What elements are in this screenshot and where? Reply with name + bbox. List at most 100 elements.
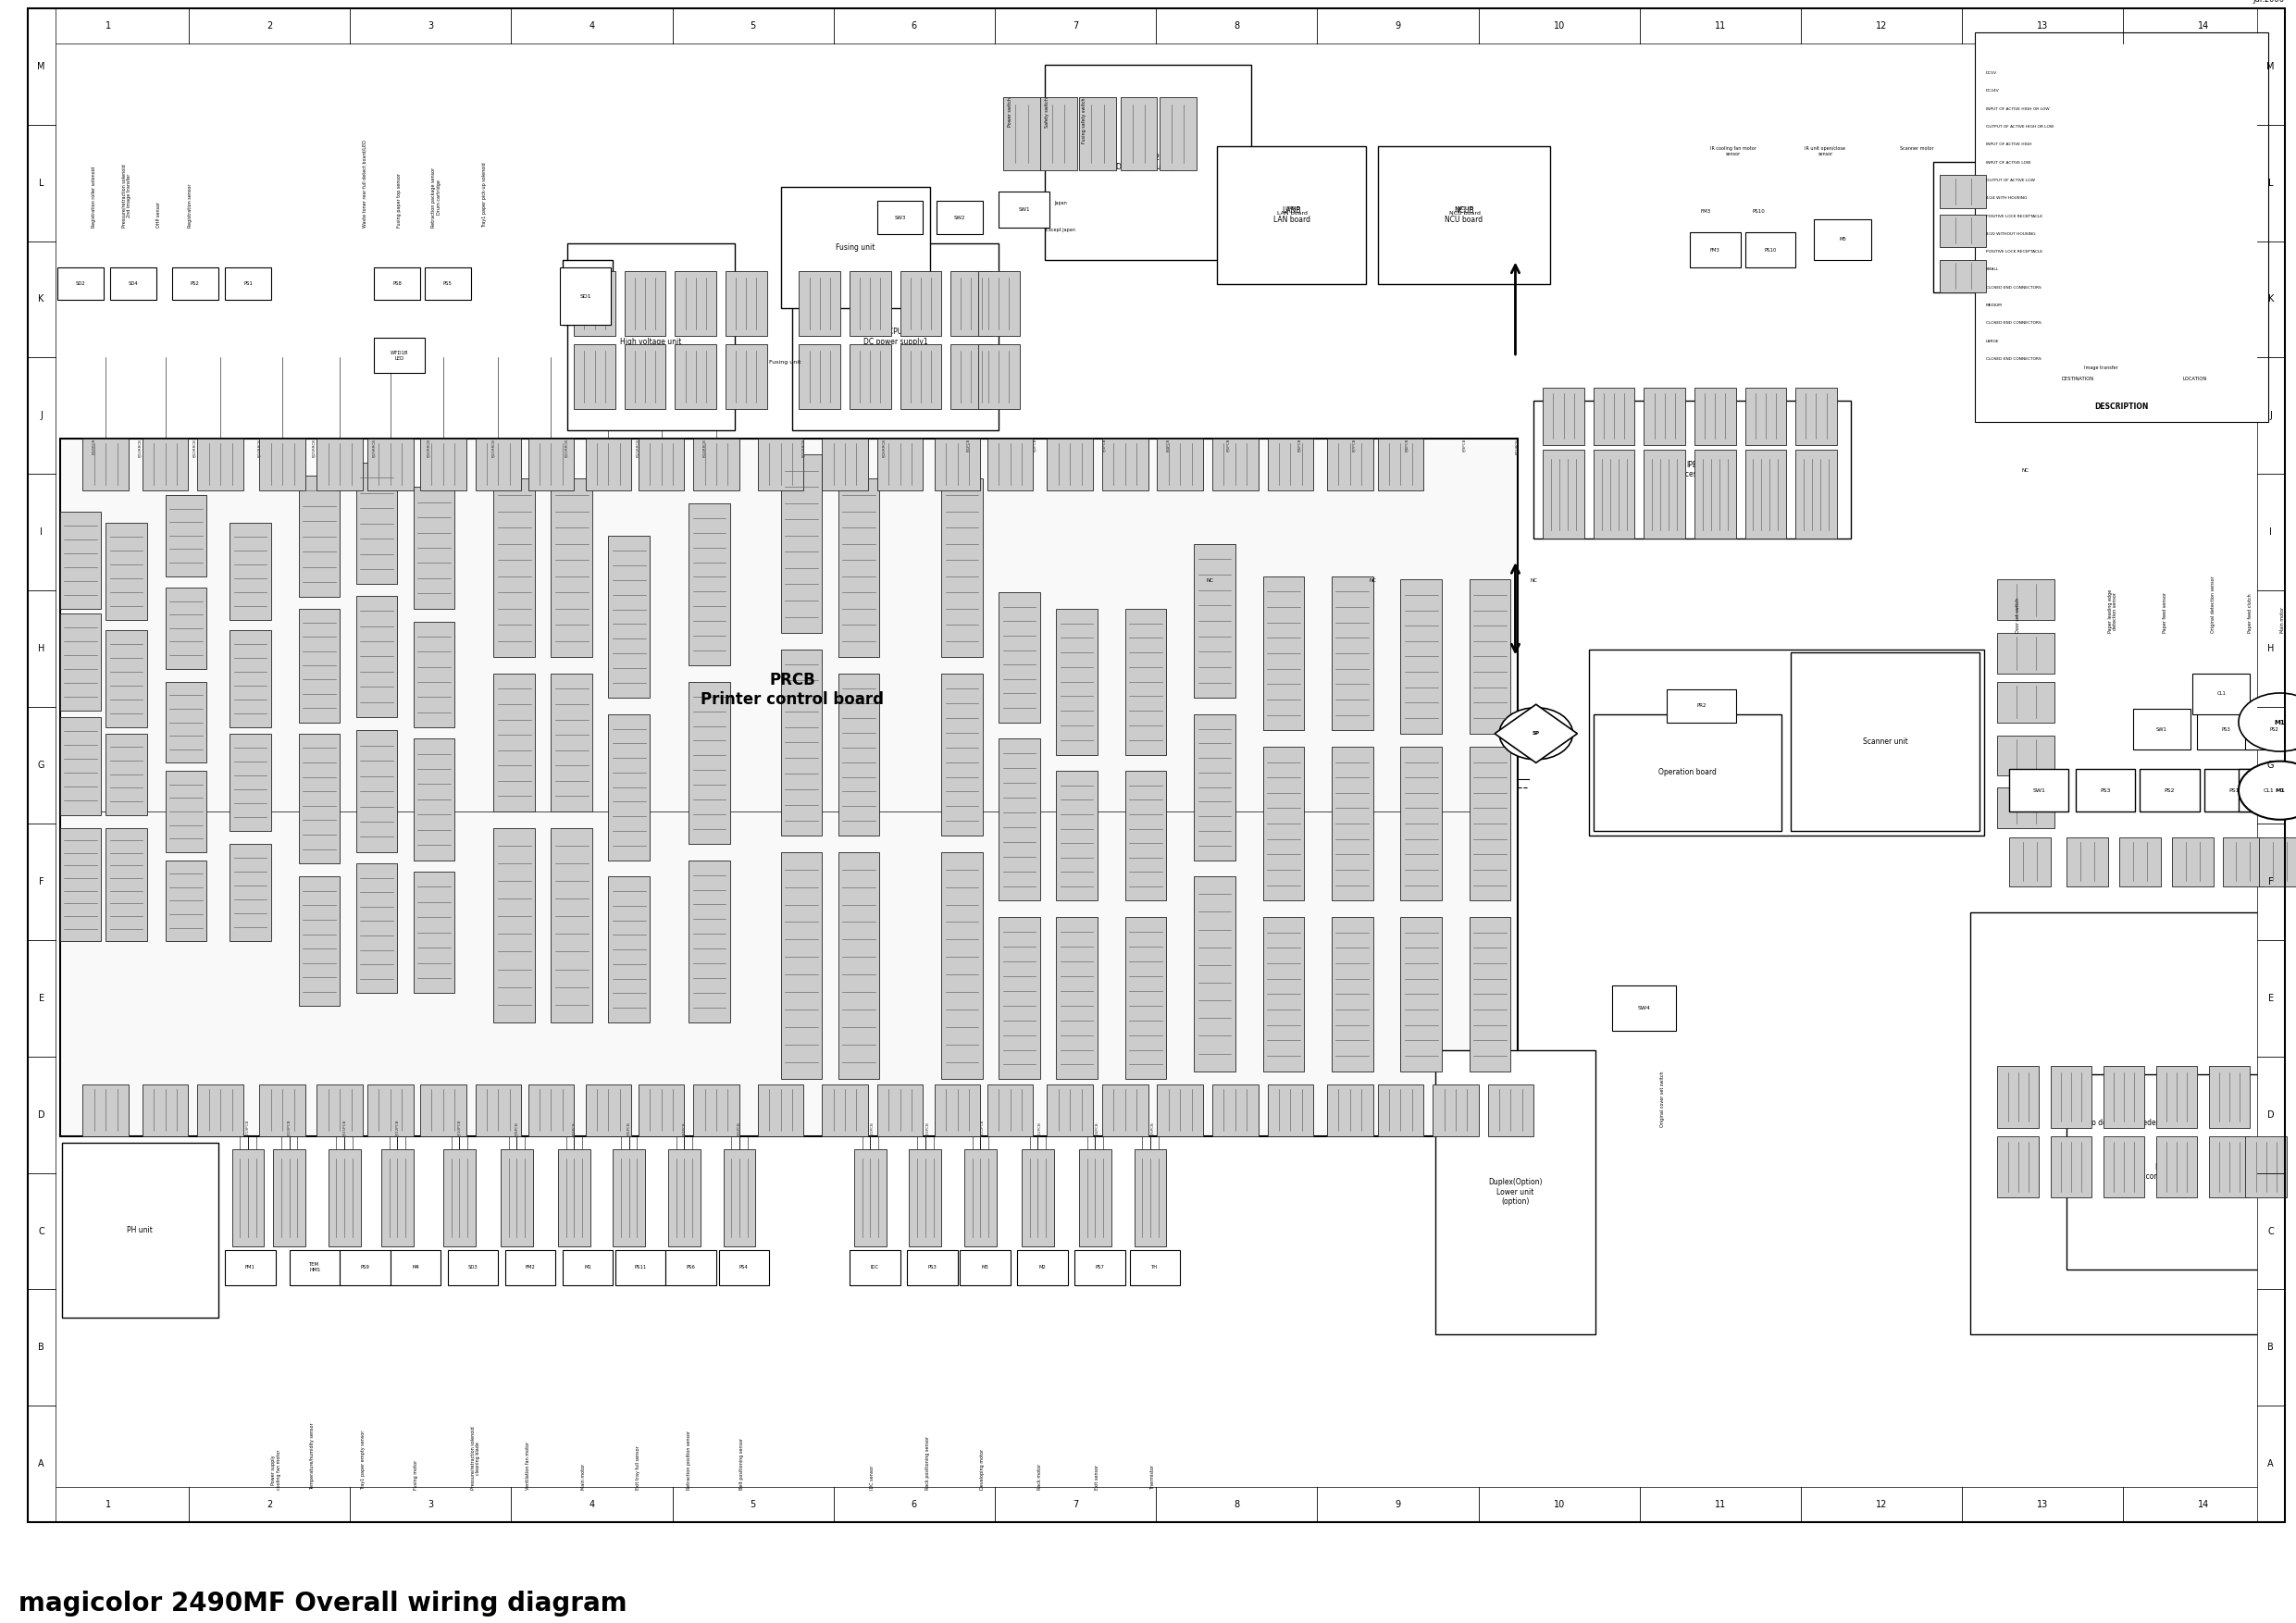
Bar	[758, 438, 804, 490]
Text: Fusing unit: Fusing unit	[836, 243, 875, 252]
Bar	[425, 268, 471, 300]
Text: 5: 5	[751, 21, 755, 31]
Text: D: D	[37, 1110, 46, 1120]
Bar	[625, 271, 666, 336]
Bar	[298, 734, 340, 863]
Text: Original cover set switch: Original cover set switch	[1660, 1071, 1665, 1126]
Text: CLOSED END CONNECTORS: CLOSED END CONNECTORS	[1986, 286, 2041, 289]
Bar	[413, 487, 455, 609]
Text: Belt positioning sensor: Belt positioning sensor	[739, 1438, 744, 1490]
Bar	[106, 734, 147, 815]
Text: PJ22RRCB: PJ22RRCB	[565, 438, 569, 456]
Bar	[1593, 388, 1635, 445]
Bar	[937, 201, 983, 234]
Text: OUTPUT OF ACTIVE HIGH OR LOW: OUTPUT OF ACTIVE HIGH OR LOW	[1986, 125, 2055, 128]
Bar	[2156, 1136, 2197, 1198]
Bar	[1194, 544, 1235, 698]
Bar	[900, 271, 941, 336]
Text: D: D	[2266, 1110, 2275, 1120]
Bar	[877, 201, 923, 234]
Bar	[567, 243, 735, 430]
Text: DFCB
DF control board: DFCB DF control board	[2135, 1162, 2193, 1182]
Text: CLOSED END CONNECTORS: CLOSED END CONNECTORS	[1986, 321, 2041, 325]
Bar	[1267, 438, 1313, 490]
Text: L: L	[39, 179, 44, 188]
Text: NC: NC	[1368, 579, 1378, 583]
Text: SP: SP	[1531, 732, 1541, 735]
Bar	[941, 852, 983, 1079]
Bar	[230, 844, 271, 941]
Bar	[1940, 260, 1986, 292]
Bar	[1056, 609, 1097, 755]
Bar	[1998, 1066, 2039, 1128]
Text: TEM
HMS: TEM HMS	[310, 1263, 319, 1272]
Bar	[781, 454, 822, 633]
Bar	[1125, 771, 1166, 901]
Bar	[165, 682, 207, 763]
Text: OUTPUT OF ACTIVE LOW: OUTPUT OF ACTIVE LOW	[1986, 179, 2034, 182]
Text: Image transfer: Image transfer	[2085, 365, 2117, 370]
Bar	[1619, 987, 1669, 1022]
Text: Fusing paper top sensor: Fusing paper top sensor	[397, 172, 402, 227]
Text: Thermistor: Thermistor	[1150, 1466, 1155, 1490]
Text: PJ/3PCB: PJ/3PCB	[925, 1121, 930, 1136]
Bar	[1332, 747, 1373, 901]
Bar	[1102, 438, 1148, 490]
Bar	[317, 438, 363, 490]
Text: M4: M4	[411, 1266, 420, 1269]
Text: B: B	[39, 1342, 44, 1352]
Bar	[106, 630, 147, 727]
Bar	[501, 1149, 533, 1246]
Bar	[2103, 1136, 2144, 1198]
Bar	[1970, 912, 2268, 1334]
Text: Safety switch: Safety switch	[1045, 97, 1049, 128]
Bar	[1263, 917, 1304, 1071]
Text: INPUT OF ACTIVE HIGH: INPUT OF ACTIVE HIGH	[1986, 143, 2032, 146]
Text: Temperature/humidity sensor: Temperature/humidity sensor	[310, 1423, 315, 1490]
Bar	[225, 1250, 276, 1285]
Bar	[197, 438, 243, 490]
Text: G: G	[37, 761, 46, 769]
Bar	[1644, 450, 1685, 539]
Text: K: K	[2268, 295, 2273, 304]
Text: 9: 9	[1396, 1500, 1401, 1509]
Text: SD1: SD1	[579, 294, 592, 299]
Text: PJ/5PCB: PJ/5PCB	[737, 1121, 742, 1136]
Bar	[356, 463, 397, 584]
Bar	[1263, 576, 1304, 730]
Bar	[28, 1487, 2285, 1522]
Bar	[528, 1084, 574, 1136]
Bar	[1433, 1084, 1479, 1136]
Bar	[900, 344, 941, 409]
Bar	[1157, 1084, 1203, 1136]
Bar	[1159, 97, 1196, 170]
Text: G: G	[2266, 761, 2275, 769]
Bar	[356, 730, 397, 852]
Bar	[259, 1084, 305, 1136]
Bar	[374, 268, 420, 300]
Text: PR2: PR2	[1697, 704, 1706, 708]
Bar	[723, 1149, 755, 1246]
Text: 4/20 WITHOUT HOUSING: 4/20 WITHOUT HOUSING	[1986, 232, 2037, 235]
Text: PS1: PS1	[2229, 789, 2239, 792]
Text: LANB
LAN board: LANB LAN board	[1272, 206, 1311, 224]
Text: L: L	[2268, 179, 2273, 188]
Bar	[1125, 917, 1166, 1079]
Text: Rack positioning sensor: Rack positioning sensor	[925, 1436, 930, 1490]
Bar	[1079, 1149, 1111, 1246]
Text: 3: 3	[427, 1500, 434, 1509]
Bar	[317, 1084, 363, 1136]
Bar	[230, 630, 271, 727]
Text: I: I	[39, 527, 44, 537]
Bar	[83, 438, 129, 490]
Bar	[666, 1250, 716, 1285]
Bar	[1332, 576, 1373, 730]
Bar	[941, 674, 983, 836]
Bar	[2009, 769, 2069, 812]
Text: PS7: PS7	[1095, 1266, 1104, 1269]
Text: POSITIVE LOCK RECEPTACLE: POSITIVE LOCK RECEPTACLE	[1986, 250, 2043, 253]
Bar	[1694, 450, 1736, 539]
Bar	[259, 438, 305, 490]
Text: H: H	[2268, 644, 2273, 654]
Bar	[1667, 690, 1736, 722]
